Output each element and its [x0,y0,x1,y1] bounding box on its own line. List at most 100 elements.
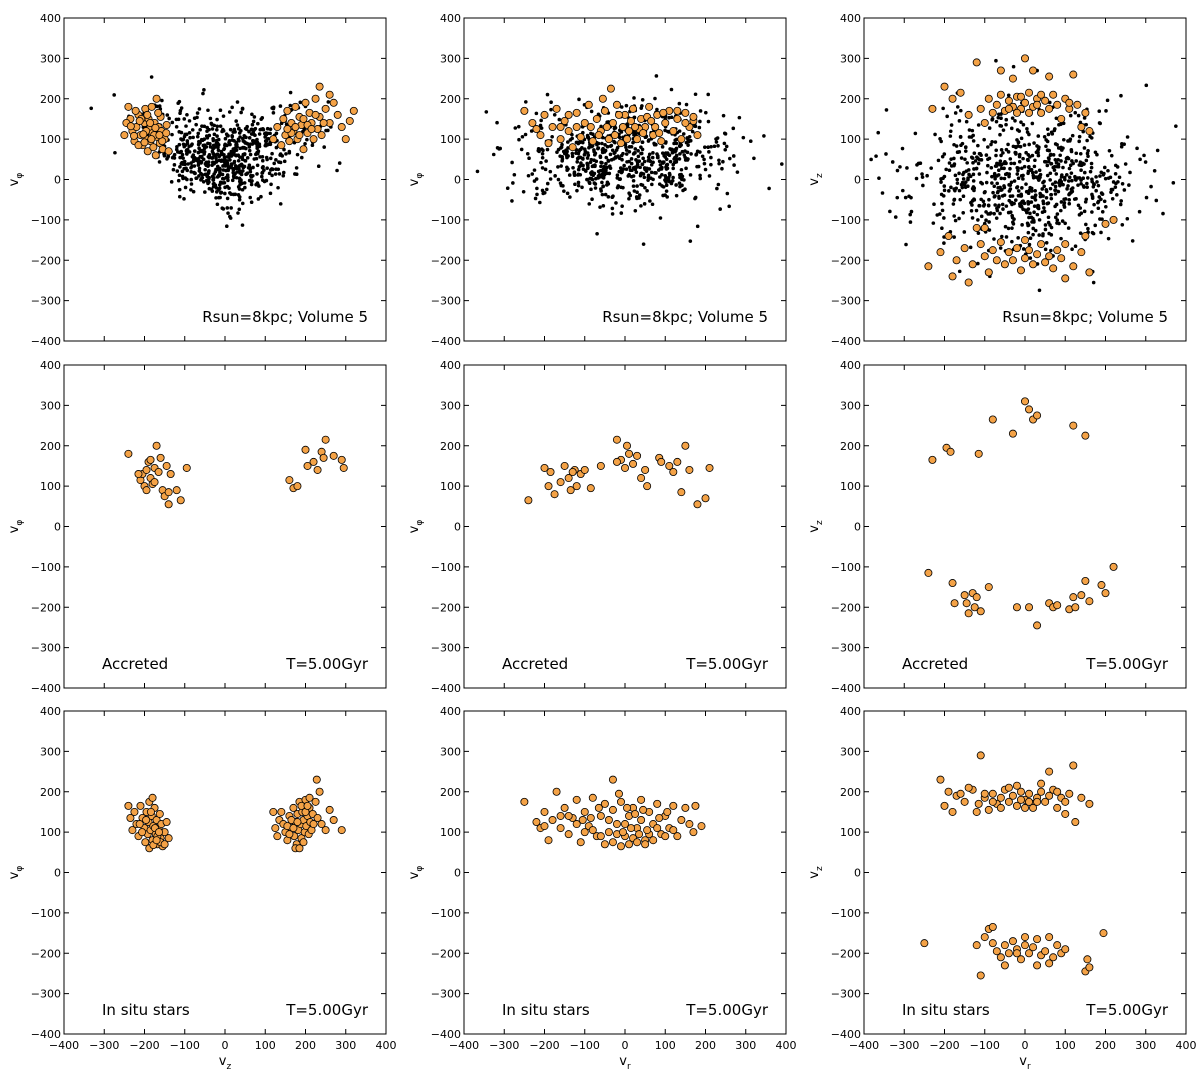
background-star-point [698,119,702,124]
background-star-point [1077,139,1081,144]
star-point [665,461,674,470]
background-star-point [703,145,707,149]
background-star-point [247,136,252,140]
x-tick-label: 100 [655,1039,676,1052]
star-point [618,123,627,132]
background-star-point [259,194,263,199]
background-star-point [974,208,979,213]
background-star-point [970,128,975,133]
background-star-point [237,179,242,184]
star-point [960,244,969,253]
star-point [309,135,318,144]
background-star-point [556,165,560,169]
star-point [693,500,702,509]
x-axis-label: vz [219,1054,232,1072]
background-star-point [967,172,971,177]
background-star-point [1069,148,1074,152]
background-star-point [655,107,659,112]
y-tick-label: −200 [31,601,61,614]
background-star-point [591,164,595,168]
x-tick-label: 0 [622,1039,629,1052]
background-star-point [920,175,925,179]
star-point [143,110,152,119]
background-star-point [249,175,254,179]
background-star-point [1086,148,1090,153]
background-star-point [282,159,287,164]
plot-frame [863,17,1187,342]
background-star-point [202,146,207,151]
background-star-point [287,149,292,154]
background-star-point [249,182,254,187]
background-star-point [1008,157,1013,161]
background-star-point [1063,221,1067,226]
background-star-point [206,108,210,113]
background-star-point [1085,138,1089,143]
background-star-point [884,152,888,156]
star-point [564,110,573,119]
background-star-point [1056,146,1061,150]
background-star-point [538,200,542,205]
star-point [540,807,549,816]
background-star-point [1089,161,1094,166]
star-point [635,830,644,839]
background-star-point [221,207,226,211]
background-star-point [245,124,249,129]
background-star-point [593,186,598,190]
star-point [152,441,161,450]
background-star-point [596,146,600,151]
x-tick-label: 200 [695,1039,716,1052]
background-star-point [1031,232,1035,237]
star-point [1021,98,1030,107]
background-star-point [240,201,245,206]
background-star-point [1014,145,1018,150]
background-star-point [218,191,223,195]
background-star-point [191,135,195,140]
background-star-point [484,110,489,114]
background-star-point [1026,169,1031,174]
y-tick-label: −300 [831,988,861,1001]
background-star-point [510,160,514,165]
background-star-point [1049,196,1054,201]
background-star-point [994,148,999,153]
y-tick-label: 300 [40,745,61,758]
background-star-point [1002,185,1007,190]
background-star-point [685,157,690,161]
y-tick-label: 400 [440,12,461,25]
star-point [600,799,609,808]
star-point [596,461,605,470]
background-star-point [767,186,771,191]
background-star-point [175,150,180,154]
background-star-point [197,174,201,178]
star-point [1053,246,1062,255]
background-star-point [1043,247,1048,252]
background-star-point [669,87,674,92]
background-star-point [895,168,900,173]
background-star-point [992,211,996,216]
background-star-point [1009,161,1013,166]
star-point [960,797,969,806]
background-star-point [190,154,195,159]
background-star-point [1015,185,1020,189]
background-star-point [1017,159,1022,164]
star-point [136,801,145,810]
annotation-left: In situ stars [102,1001,190,1019]
background-star-point [665,151,670,155]
y-tick-label: 200 [440,93,461,106]
background-star-point [720,166,724,171]
star-point [976,104,985,113]
background-star-point [741,135,746,140]
background-star-point [1026,158,1030,163]
background-star-point [227,110,232,114]
background-star-point [1090,192,1094,197]
star-point [972,223,981,232]
background-star-point [963,149,968,153]
background-star-point [198,140,202,145]
background-star-point [949,123,954,127]
background-star-point [585,156,590,160]
background-star-point [1032,220,1036,224]
background-star-point [642,159,647,164]
x-tick-label: 400 [776,1039,797,1052]
star-point [1045,252,1054,261]
background-star-point [310,143,315,148]
